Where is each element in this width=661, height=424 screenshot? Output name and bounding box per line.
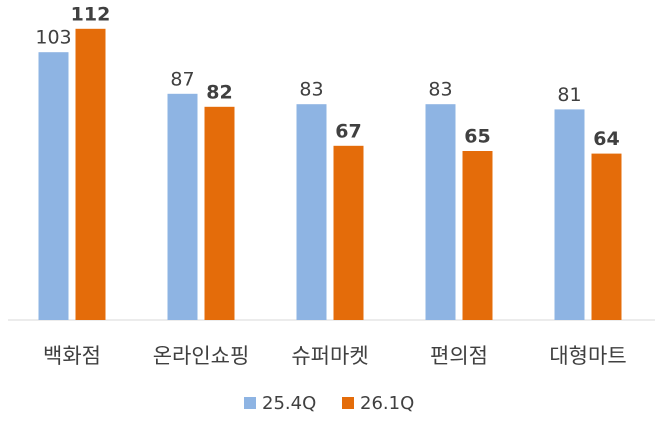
data-label: 112 [71, 3, 111, 25]
bar [591, 153, 622, 320]
x-tick-label: 백화점 [43, 344, 101, 368]
data-label: 81 [557, 84, 581, 106]
bar [167, 93, 198, 320]
data-label: 82 [206, 81, 232, 103]
data-label: 103 [35, 27, 71, 49]
legend-label: 25.4Q [262, 393, 316, 414]
bar [333, 145, 364, 320]
bar [554, 109, 585, 321]
legend-label: 26.1Q [360, 393, 414, 414]
bar [204, 106, 235, 320]
data-label: 87 [170, 68, 194, 90]
x-tick-label: 온라인쇼핑 [153, 344, 250, 368]
x-tick-label: 대형마트 [549, 344, 626, 368]
bar [462, 151, 493, 320]
data-label: 64 [593, 128, 619, 150]
x-tick-label: 편의점 [430, 344, 488, 368]
x-tick-label: 슈퍼마켓 [291, 344, 368, 368]
data-label: 67 [335, 120, 361, 142]
data-label: 83 [299, 79, 323, 101]
legend-swatch [244, 397, 256, 409]
data-label: 83 [428, 79, 452, 101]
bar [75, 28, 106, 321]
bar [425, 104, 456, 320]
data-label: 65 [464, 126, 490, 148]
bar [38, 52, 69, 320]
bar [296, 104, 327, 320]
legend-swatch [342, 397, 354, 409]
